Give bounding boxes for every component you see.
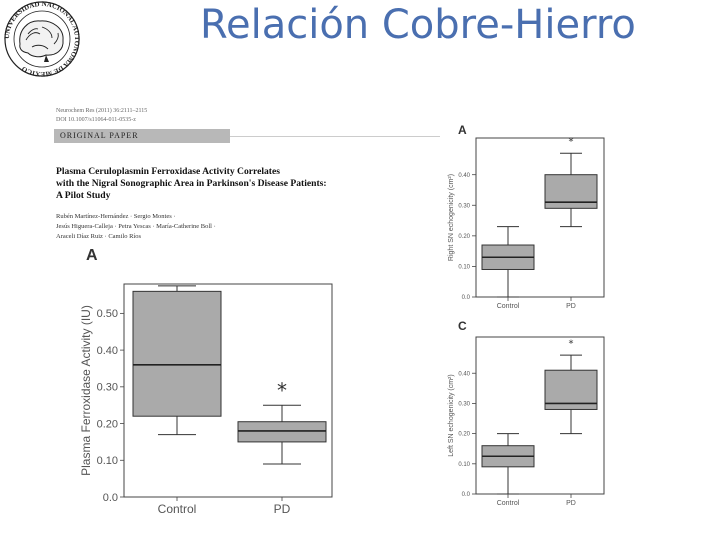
paper-authors-line: Rubén Martínez-Hernández · Sergio Montes…	[56, 213, 176, 220]
significance-star: *	[277, 379, 287, 403]
university-seal-logo: UNIVERSIDAD NACIONAL AUTONOMA DE MEXICO	[3, 0, 81, 78]
y-axis-title: Plasma Ferroxidase Activity (IU)	[79, 305, 93, 476]
journal-doi: DOI 10.1007/s11064-011-0535-z	[56, 117, 136, 123]
y-tick-label: 0.10	[458, 265, 470, 271]
significance-star: *	[569, 339, 574, 350]
slide-title: Relación Cobre-Hierro	[200, 2, 636, 48]
y-tick-label: 0.40	[458, 173, 470, 179]
box	[237, 421, 327, 443]
section-label: ORIGINAL PAPER	[60, 131, 139, 140]
y-tick-label: 0.10	[458, 462, 470, 468]
y-tick-label: 0.50	[97, 308, 118, 320]
paper-authors-line: Jesús Higuera-Calleja · Petra Yescas · M…	[56, 223, 216, 230]
paper-authors-line: Araceli Díaz Ruiz · Camilo Ríos	[56, 233, 142, 240]
x-tick-label: Control	[158, 502, 197, 516]
y-tick-label: 0.30	[97, 382, 118, 394]
x-tick-label: PD	[274, 502, 291, 516]
section-divider	[230, 136, 440, 137]
y-tick-label: 0.0	[462, 492, 471, 498]
box	[132, 290, 222, 417]
y-tick-label: 0.20	[458, 432, 470, 438]
paper-title-line: A Pilot Study	[56, 190, 111, 201]
y-tick-label: 0.30	[458, 402, 470, 408]
y-tick-label: 0.40	[458, 371, 470, 377]
box	[544, 174, 598, 209]
x-tick-label: PD	[566, 500, 576, 507]
y-tick-label: 0.10	[97, 455, 118, 467]
y-tick-label: 0.20	[458, 234, 470, 240]
journal-citation: Neurochem Res (2011) 36:2111–2115	[56, 108, 148, 114]
x-tick-label: Control	[497, 303, 520, 310]
y-tick-label: 0.0	[103, 492, 118, 504]
x-tick-label: PD	[566, 303, 576, 310]
significance-star: *	[569, 137, 574, 148]
y-tick-label: 0.40	[97, 345, 118, 357]
x-tick-label: Control	[497, 500, 520, 507]
panel-label: A	[86, 247, 98, 264]
y-tick-label: 0.20	[97, 418, 118, 430]
plot-frame	[475, 137, 605, 298]
plot-frame	[123, 283, 333, 498]
y-tick-label: 0.0	[462, 295, 471, 301]
y-axis-title: Left SN echogenicity (cm²)	[448, 374, 455, 456]
paper-title-line: Plasma Ceruloplasmin Ferroxidase Activit…	[56, 166, 280, 177]
y-axis-title: Right SN echogenicity (cm²)	[448, 174, 455, 261]
panel-label: A	[458, 123, 467, 137]
section-banner	[54, 129, 230, 143]
paper-title-line: with the Nigral Sonographic Area in Park…	[56, 178, 327, 189]
y-tick-label: 0.30	[458, 203, 470, 209]
panel-label: C	[458, 319, 467, 333]
plot-frame	[475, 336, 605, 495]
